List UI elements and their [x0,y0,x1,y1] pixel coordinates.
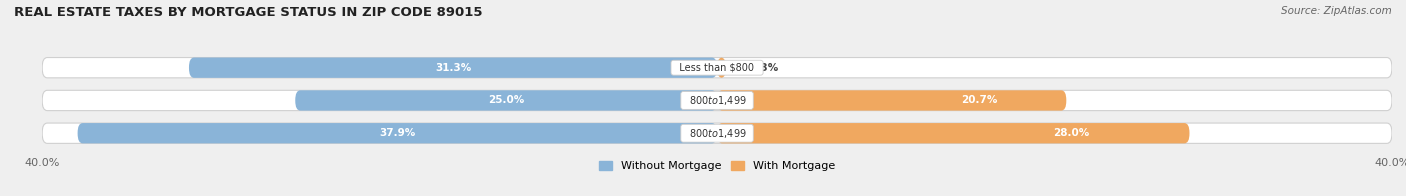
FancyBboxPatch shape [717,90,1066,111]
FancyBboxPatch shape [42,90,1392,111]
Text: 31.3%: 31.3% [434,63,471,73]
FancyBboxPatch shape [77,123,717,143]
Text: $800 to $1,499: $800 to $1,499 [683,127,751,140]
Text: Less than $800: Less than $800 [673,63,761,73]
Text: 28.0%: 28.0% [1053,128,1090,138]
FancyBboxPatch shape [295,90,717,111]
Text: 25.0%: 25.0% [488,95,524,105]
Text: $800 to $1,499: $800 to $1,499 [683,94,751,107]
Text: REAL ESTATE TAXES BY MORTGAGE STATUS IN ZIP CODE 89015: REAL ESTATE TAXES BY MORTGAGE STATUS IN … [14,6,482,19]
FancyBboxPatch shape [717,123,1189,143]
Legend: Without Mortgage, With Mortgage: Without Mortgage, With Mortgage [599,161,835,172]
Text: 0.53%: 0.53% [742,63,779,73]
FancyBboxPatch shape [188,58,717,78]
Text: Source: ZipAtlas.com: Source: ZipAtlas.com [1281,6,1392,16]
FancyBboxPatch shape [42,123,1392,143]
FancyBboxPatch shape [717,58,725,78]
Text: 37.9%: 37.9% [380,128,415,138]
Text: 20.7%: 20.7% [960,95,997,105]
FancyBboxPatch shape [42,58,1392,78]
